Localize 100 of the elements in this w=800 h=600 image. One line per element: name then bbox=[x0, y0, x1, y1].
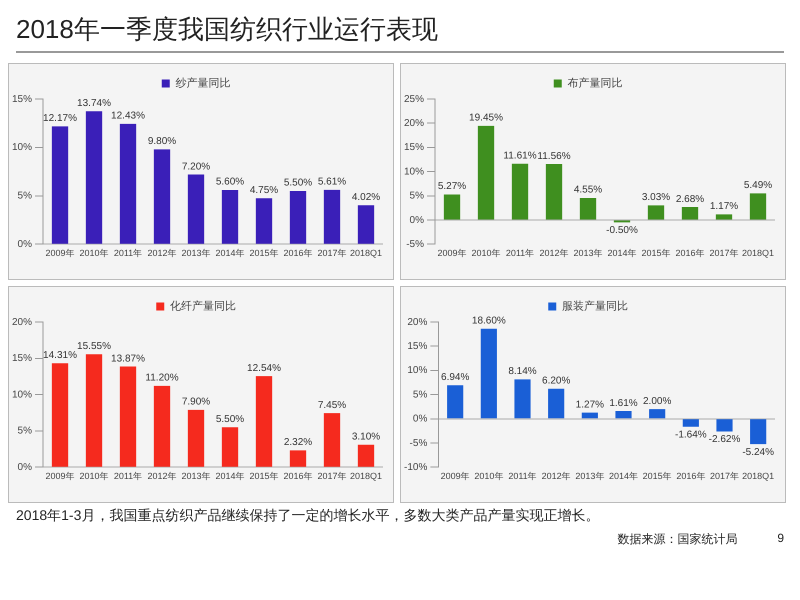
bar bbox=[582, 412, 598, 418]
x-tick-label: 2010年 bbox=[79, 248, 109, 258]
x-tick-label: 2014年 bbox=[607, 248, 637, 258]
x-tick-label: 2012年 bbox=[147, 471, 177, 482]
bar bbox=[290, 190, 306, 244]
bar bbox=[256, 198, 272, 244]
x-tick-label: 2011年 bbox=[506, 248, 534, 258]
bar bbox=[86, 354, 102, 467]
legend-label: 服装产量同比 bbox=[562, 300, 628, 313]
x-tick-label: 2012年 bbox=[147, 248, 177, 258]
y-tick-label: 10% bbox=[404, 166, 424, 178]
data-label: 13.87% bbox=[111, 353, 146, 364]
legend-label: 化纤产量同比 bbox=[170, 300, 236, 313]
y-tick-label: 10% bbox=[12, 389, 32, 400]
x-tick-label: 2015年 bbox=[249, 248, 279, 258]
bar bbox=[324, 413, 340, 467]
x-tick-label: 2018Q1 bbox=[350, 471, 382, 482]
legend-label: 布产量同比 bbox=[567, 76, 622, 90]
bar bbox=[716, 214, 732, 220]
bar bbox=[358, 205, 374, 244]
x-tick-label: 2016年 bbox=[283, 471, 313, 482]
data-label: 3.10% bbox=[352, 431, 380, 442]
text: 2018年1-3月，我国重点纺织产品继续保持了一定的增长水平，多数大类产品产量实现正增长。 bbox=[16, 507, 600, 525]
y-tick-label: 5% bbox=[18, 426, 32, 437]
y-tick-label: -5% bbox=[410, 438, 428, 449]
y-tick-label: -5% bbox=[406, 238, 424, 250]
bar bbox=[514, 379, 531, 418]
y-tick-label: 15% bbox=[407, 340, 428, 352]
bar bbox=[548, 388, 564, 418]
x-tick-label: 2010年 bbox=[474, 471, 504, 482]
text: 2018年一季度我国纺织行业运行表现 bbox=[16, 12, 784, 53]
bar bbox=[750, 193, 766, 220]
y-tick-label: 20% bbox=[407, 316, 428, 328]
bar bbox=[682, 419, 699, 427]
x-tick-label: 2009年 bbox=[46, 471, 75, 482]
bar bbox=[444, 194, 460, 220]
bar bbox=[52, 363, 68, 467]
data-label: 12.43% bbox=[111, 110, 146, 122]
x-tick-label: 2012年 bbox=[542, 471, 571, 482]
data-label: 5.50% bbox=[216, 414, 244, 426]
bar bbox=[290, 450, 306, 467]
x-tick-label: 2013年 bbox=[573, 248, 603, 258]
bar bbox=[120, 366, 136, 467]
x-tick-label: 2018Q1 bbox=[742, 248, 774, 258]
data-label: 2.00% bbox=[642, 396, 672, 407]
x-tick-label: 2017年 bbox=[709, 248, 739, 258]
data-label: 1.61% bbox=[609, 398, 638, 409]
bar bbox=[324, 190, 340, 244]
data-label: 2.32% bbox=[284, 437, 312, 448]
data-label: 3.03% bbox=[642, 192, 670, 204]
y-tick-label: 15% bbox=[404, 142, 424, 154]
data-label: 12.54% bbox=[247, 362, 282, 374]
bar bbox=[188, 174, 204, 244]
bar bbox=[222, 190, 238, 244]
x-tick-label: 2014年 bbox=[215, 471, 245, 482]
x-tick-label: 2015年 bbox=[249, 471, 279, 482]
y-tick-label: 20% bbox=[12, 316, 32, 328]
data-label: -2.62% bbox=[708, 434, 740, 446]
x-tick-label: 2017年 bbox=[317, 471, 347, 482]
data-label: 12.17% bbox=[43, 113, 78, 124]
data-label: 13.74% bbox=[77, 98, 112, 109]
data-label: 1.27% bbox=[576, 399, 604, 410]
x-tick-label: 2013年 bbox=[575, 471, 604, 482]
data-label: 6.94% bbox=[441, 372, 470, 383]
x-tick-label: 2016年 bbox=[676, 471, 706, 482]
data-label: 5.50% bbox=[284, 178, 312, 189]
bar bbox=[86, 111, 102, 244]
bar bbox=[649, 409, 666, 418]
bar bbox=[188, 410, 204, 467]
bar bbox=[682, 207, 698, 220]
data-label: 4.55% bbox=[574, 184, 602, 196]
bar bbox=[222, 427, 238, 467]
data-label: 7.90% bbox=[182, 396, 210, 408]
data-label: 5.49% bbox=[744, 180, 772, 192]
data-label: 4.02% bbox=[352, 192, 380, 204]
y-tick-label: -10% bbox=[404, 462, 428, 473]
bar bbox=[546, 164, 562, 220]
data-label: 5.27% bbox=[438, 181, 466, 192]
bar bbox=[615, 411, 632, 418]
bar bbox=[447, 385, 464, 418]
bar bbox=[120, 124, 136, 244]
x-tick-label: 2009年 bbox=[46, 248, 75, 258]
legend-label: 纱产量同比 bbox=[175, 76, 230, 90]
bar bbox=[358, 444, 374, 467]
x-tick-label: 2014年 bbox=[608, 471, 638, 482]
x-tick-label: 2011年 bbox=[114, 471, 142, 482]
data-label: 8.14% bbox=[508, 366, 537, 378]
bar bbox=[580, 198, 596, 220]
bar bbox=[52, 126, 68, 244]
text: 9 bbox=[777, 531, 784, 547]
data-label: 11.20% bbox=[145, 372, 179, 384]
x-tick-label: 2016年 bbox=[675, 248, 705, 258]
x-tick-label: 2013年 bbox=[181, 471, 211, 482]
x-tick-label: 2010年 bbox=[79, 471, 109, 482]
data-label: 7.20% bbox=[182, 161, 210, 172]
bar bbox=[154, 386, 170, 467]
data-label: 9.80% bbox=[148, 136, 176, 148]
data-label: 6.20% bbox=[542, 376, 570, 387]
data-label: -1.64% bbox=[674, 429, 707, 440]
y-tick-label: 0% bbox=[412, 414, 428, 425]
